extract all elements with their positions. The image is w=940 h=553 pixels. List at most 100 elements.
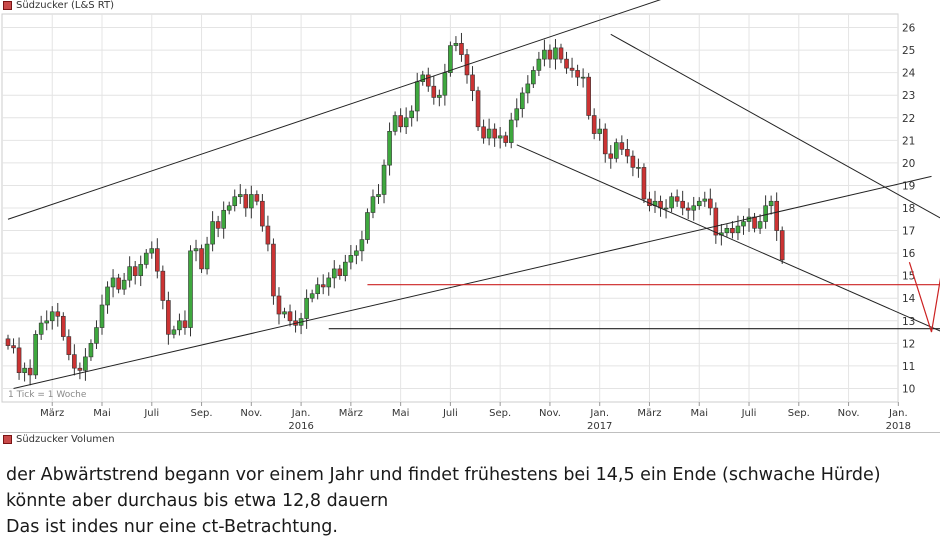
candle-body [38,322,44,335]
projected-path-line [908,261,940,333]
candle-body [282,311,287,315]
candle-body [166,300,171,335]
x-tick-label: Mai [93,408,111,419]
candle-body [459,43,464,55]
volume-title: Südzucker Volumen [16,434,115,445]
candle-body [171,329,177,335]
candle-body [83,356,88,371]
candle-body [370,196,376,213]
x-tick-label: Jan. [589,408,609,419]
candle-body [414,81,420,112]
candle-body [94,327,99,344]
candle-body [403,117,409,128]
candle-body [442,72,448,96]
candle-body [381,164,387,195]
candle-body [160,270,166,301]
candle-body [387,131,392,166]
y-tick-label: 19 [902,180,915,192]
x-tick-label: Sep. [191,408,213,419]
candle-body [713,207,719,236]
candle-body [365,212,370,240]
candle-body [343,261,348,276]
candle-body [779,230,785,261]
candle-body [392,115,398,132]
candle-body [708,198,713,209]
candle-body [409,110,414,119]
candle-body [564,58,569,69]
candle-body [33,334,38,376]
y-tick-label: 21 [902,135,915,147]
x-tick-label: Jan. [291,408,311,419]
candle-body [597,128,603,134]
candle-body [66,336,72,355]
candle-body [508,119,514,143]
candle-body [636,167,641,169]
candle-body [271,243,276,297]
candle-body [547,49,553,60]
candle-body [625,149,630,157]
candle-body [425,74,431,87]
candle-body [619,142,625,150]
uptrend-lower-line [13,175,932,389]
candle-body [630,155,636,168]
candle-body [741,221,746,227]
candle-body [276,295,282,315]
separator-line [0,432,940,433]
candle-body [431,85,437,98]
candle-body [453,43,459,46]
x-tick-label: Juli [442,408,458,419]
candle-body [215,221,221,229]
candle-body [204,243,210,270]
candle-body [304,297,309,319]
candle-body [138,264,144,276]
candle-body [558,47,564,60]
candle-body [519,92,525,110]
x-tick-label: Nov. [838,408,860,419]
candle-body [757,221,763,229]
candle-body [127,266,132,281]
y-tick-label: 14 [902,293,916,305]
candle-body [569,67,575,71]
candle-body [49,311,55,322]
candle-body [105,286,110,306]
chart-title: Südzucker (L&S RT) [16,0,115,11]
candle-body [226,205,232,211]
legend-swatch [3,435,12,444]
candle-body [348,255,354,263]
candle-body [331,268,337,279]
y-tick-label: 16 [902,248,916,260]
candle-body [525,83,531,94]
candle-body [503,135,509,143]
candle-body [674,196,680,202]
candle-body [613,142,619,159]
y-tick-label: 15 [902,271,915,283]
candle-body [88,343,94,358]
candle-body [542,49,547,60]
candle-body [492,128,497,139]
x-tick-label: Nov. [240,408,262,419]
candle-body [774,200,779,231]
y-tick-label: 18 [902,203,915,215]
uptrend-upper-line [7,0,662,220]
candle-body [149,248,155,254]
candle-body [155,248,160,272]
candle-body [60,315,66,337]
candle-body [470,74,475,91]
candle-body [337,268,343,276]
candle-body [481,126,486,139]
comment-text: der Abwärtstrend begann vor einem Jahr u… [6,462,934,540]
candle-body [497,135,503,139]
candle-body [193,248,199,252]
candle-body [702,198,708,202]
candle-body [586,76,591,116]
comment-line-3: Das ist indes nur eine ct-Betrachtung. [6,517,338,537]
y-tick-label: 11 [902,361,915,373]
candle-body [199,248,204,270]
candle-body [44,320,50,324]
candle-body [315,284,320,295]
x-tick-label: Sep. [489,408,511,419]
candle-body [72,354,77,369]
candle-body [724,228,730,234]
x-tick-label: März [637,408,661,419]
candle-body [188,250,193,328]
